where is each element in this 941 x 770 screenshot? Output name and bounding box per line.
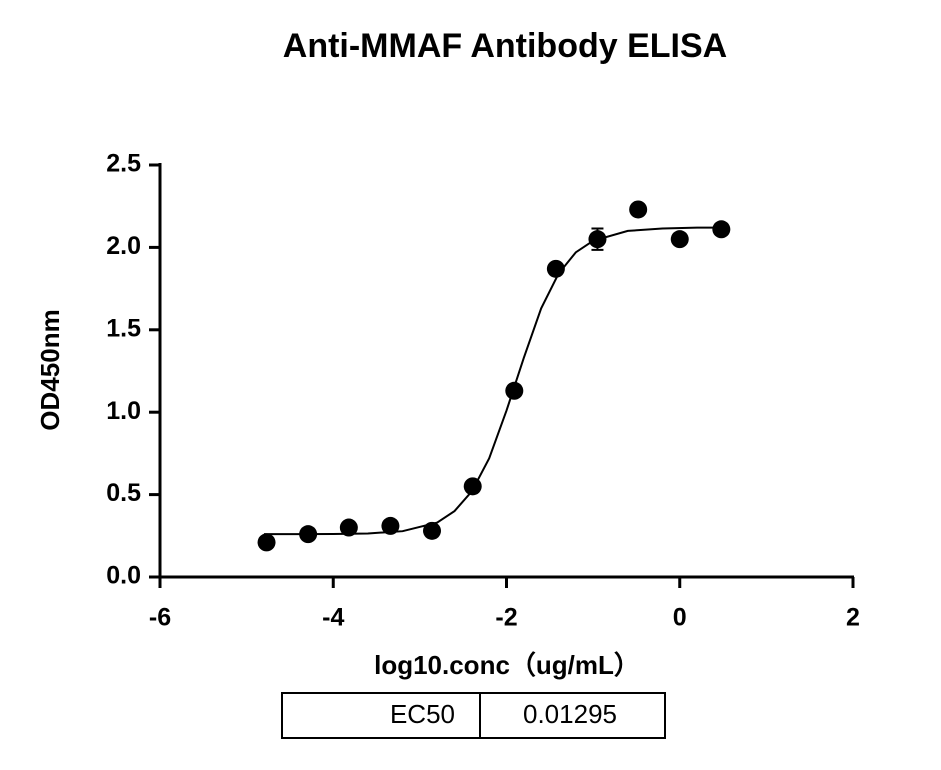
y-tick-label: 1.5 xyxy=(106,314,141,342)
x-tick-label: 2 xyxy=(846,604,860,632)
data-point xyxy=(423,521,442,540)
y-tick-label: 2.0 xyxy=(106,232,141,260)
chart-title: Anti-MMAF Antibody ELISA xyxy=(283,27,727,65)
data-point xyxy=(629,200,648,219)
data-point xyxy=(463,477,482,496)
data-point xyxy=(505,381,524,400)
table-label: EC50 xyxy=(390,699,455,729)
y-tick-label: 0.5 xyxy=(106,479,141,507)
y-tick-label: 2.5 xyxy=(106,150,141,178)
ec50-table xyxy=(281,692,666,739)
data-point xyxy=(546,259,565,278)
table-value: 0.01295 xyxy=(523,699,617,729)
x-tick-label: -4 xyxy=(322,604,344,632)
data-point xyxy=(670,230,689,249)
x-tick-label: -2 xyxy=(495,604,517,632)
fit-curve xyxy=(263,226,724,536)
data-point xyxy=(339,518,358,537)
x-axis-label: log10.conc（ug/mL） xyxy=(374,650,640,680)
x-tick-label: -6 xyxy=(149,604,171,632)
data-point xyxy=(712,220,731,239)
data-point xyxy=(257,533,276,552)
x-tick-label: 0 xyxy=(673,604,687,632)
y-tick-label: 0.0 xyxy=(106,562,141,590)
data-point xyxy=(381,516,400,535)
y-tick-label: 1.0 xyxy=(106,397,141,425)
y-axis-label: OD450nm xyxy=(35,309,65,430)
